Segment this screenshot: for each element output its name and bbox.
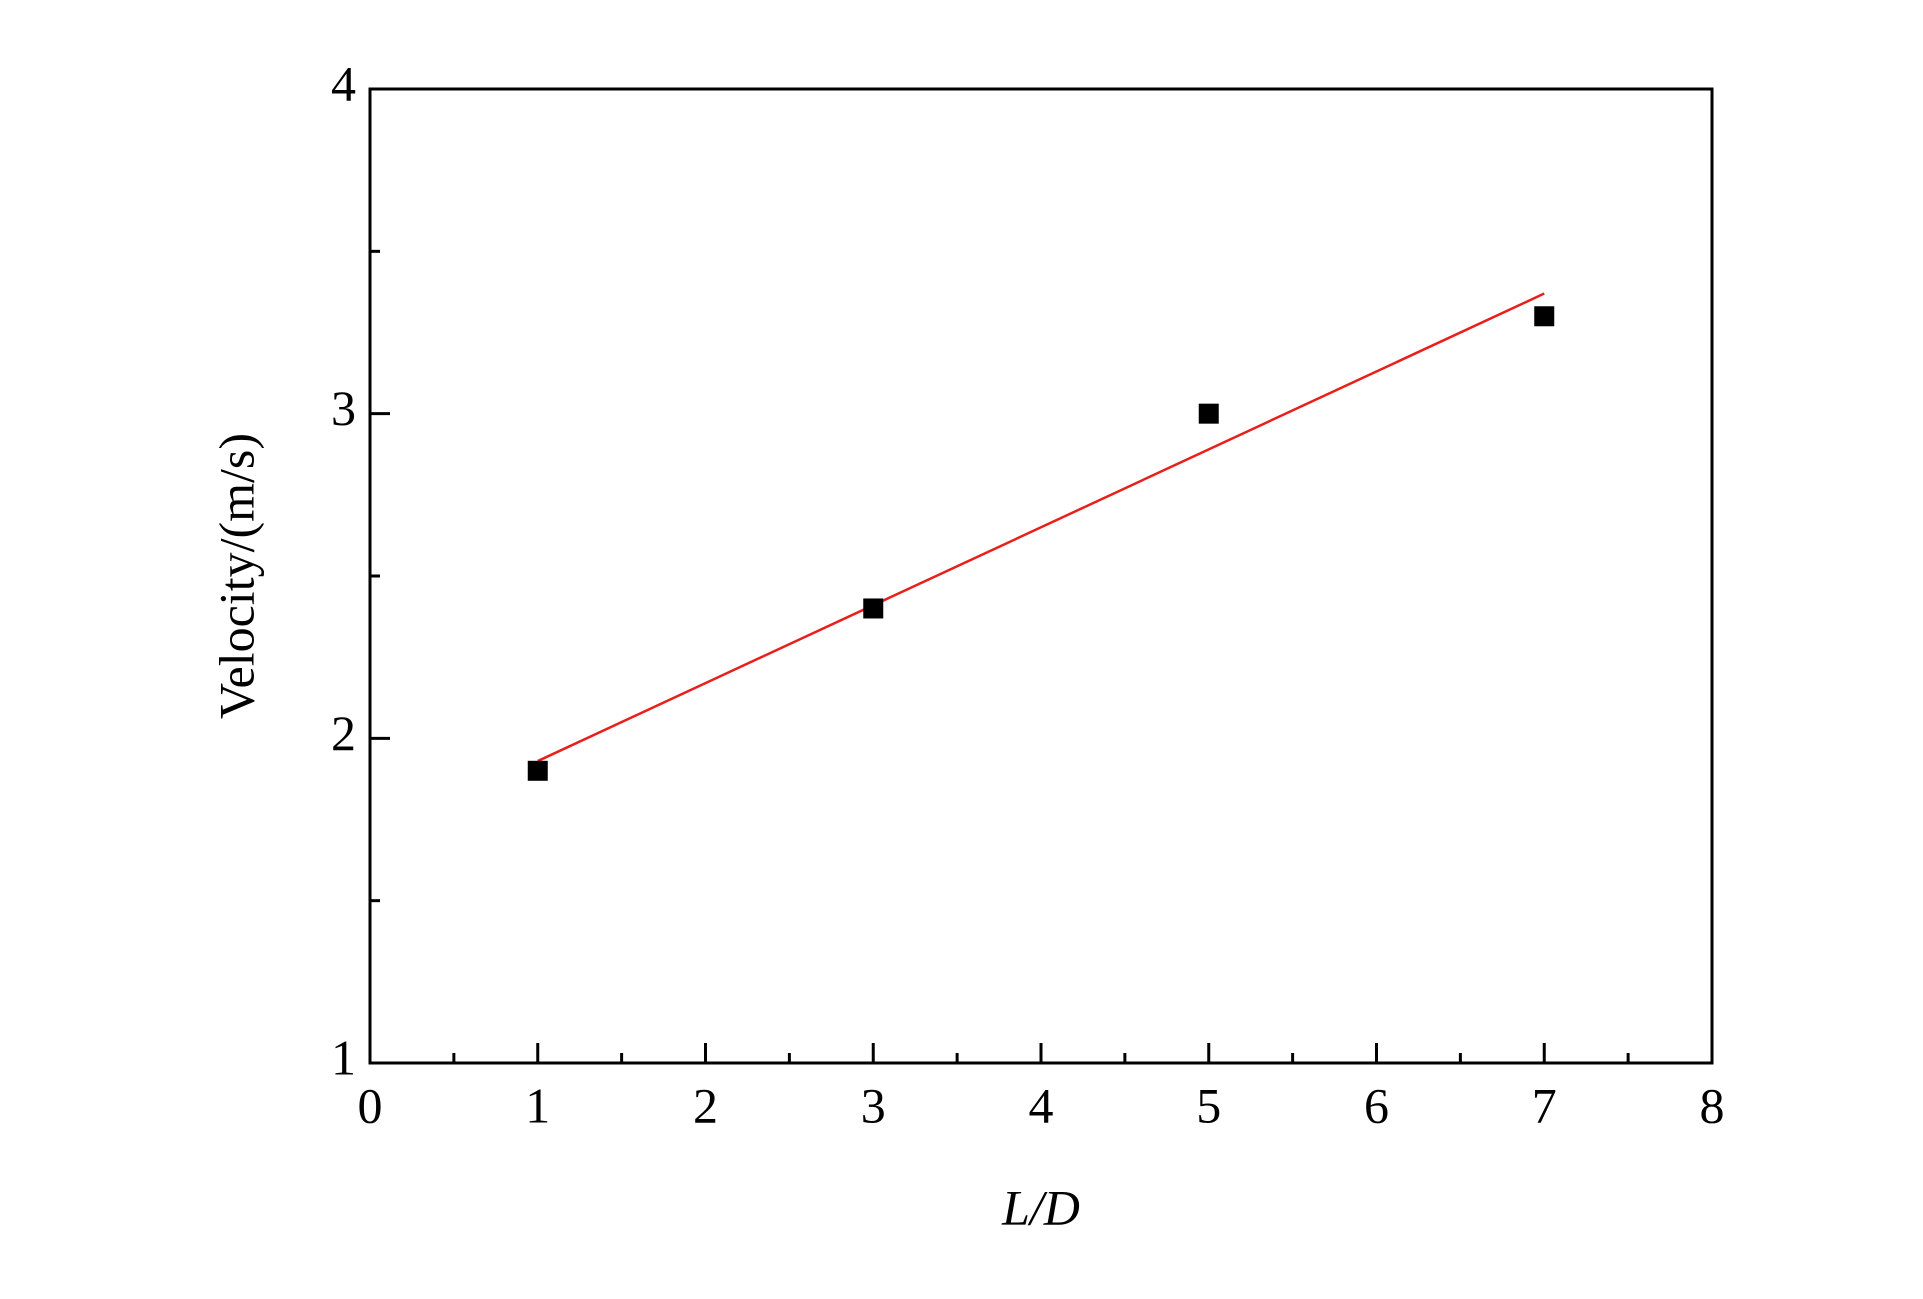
x-tick-label: 3 [861,1077,886,1133]
x-tick-label: 1 [525,1077,550,1133]
x-tick-label: 5 [1196,1077,1221,1133]
y-axis-label: Velocity/(m/s) [208,433,264,719]
y-tick-label: 3 [331,380,356,436]
point [527,760,548,781]
y-tick-label: 4 [331,55,356,111]
y-tick-label: 1 [331,1029,356,1085]
y-tick-label: 2 [331,705,356,761]
x-tick-label: 4 [1029,1077,1054,1133]
x-tick-label: 0 [358,1077,383,1133]
point [1198,403,1219,424]
plot-frame [368,87,1714,1065]
fit-line [537,292,1545,763]
point [1534,306,1555,327]
x-tick-label: 7 [1532,1077,1557,1133]
point [863,598,884,619]
x-tick-label: 6 [1364,1077,1389,1133]
x-tick-label: 2 [693,1077,718,1133]
x-axis-label: L/D [1001,1179,1080,1235]
x-tick-label: 8 [1700,1077,1725,1133]
